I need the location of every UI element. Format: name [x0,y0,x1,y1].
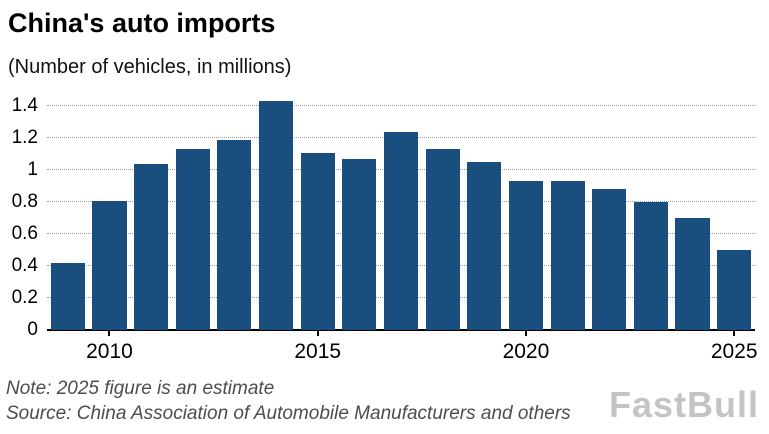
bar-2023 [633,202,668,330]
x-tick-label: 2015 [294,340,342,363]
chart-subtitle: (Number of vehicles, in millions) [8,56,292,78]
y-tick-label: 0.6 [11,223,38,245]
bar-2025 [717,250,752,330]
y-tick-label: 0.4 [11,255,38,277]
x-axis-line [47,329,755,331]
x-tick-mark [316,330,319,336]
gridline [47,105,755,107]
bar-2013 [217,139,252,330]
x-tick-mark [108,330,111,336]
y-tick-label: 0.8 [11,191,38,213]
x-tick-label: 2025 [710,340,758,363]
bar-2011 [134,163,169,330]
y-tick-label: 1 [27,159,38,181]
bar-2016 [342,158,377,330]
x-tick-label: 2020 [502,340,550,363]
bar-2009 [50,262,85,330]
bar-2021 [550,181,585,330]
x-axis-labels: 2010 2015 2020 2025 [47,336,758,363]
bar-2015 [300,152,335,330]
chart-title: China's auto imports [8,8,276,38]
bar-2019 [467,162,502,330]
bar-2014 [258,101,294,330]
x-tick-label: 2010 [86,340,133,363]
y-tick-label: 0 [27,319,38,340]
watermark-logo: FastBull [608,384,759,425]
note-text: Note: 2025 figure is an estimate [6,378,275,399]
x-tick-mark [524,330,527,336]
y-axis: 0 0.2 0.4 0.6 0.8 1 1.2 1.4 [0,95,42,340]
bar-2022 [592,189,627,330]
y-tick-label: 1.4 [11,95,38,117]
y-tick-label: 0.2 [11,287,38,309]
x-tick-mark [733,330,736,336]
bar-2020 [508,181,543,330]
bar-2012 [175,149,210,330]
source-text: Source: China Association of Automobile … [6,403,571,424]
plot-area [47,95,755,336]
bar-2024 [675,218,710,330]
y-tick-label: 1.2 [11,127,38,149]
bar-2010 [92,200,127,330]
bar-2018 [425,149,460,330]
bar-2017 [383,131,419,330]
